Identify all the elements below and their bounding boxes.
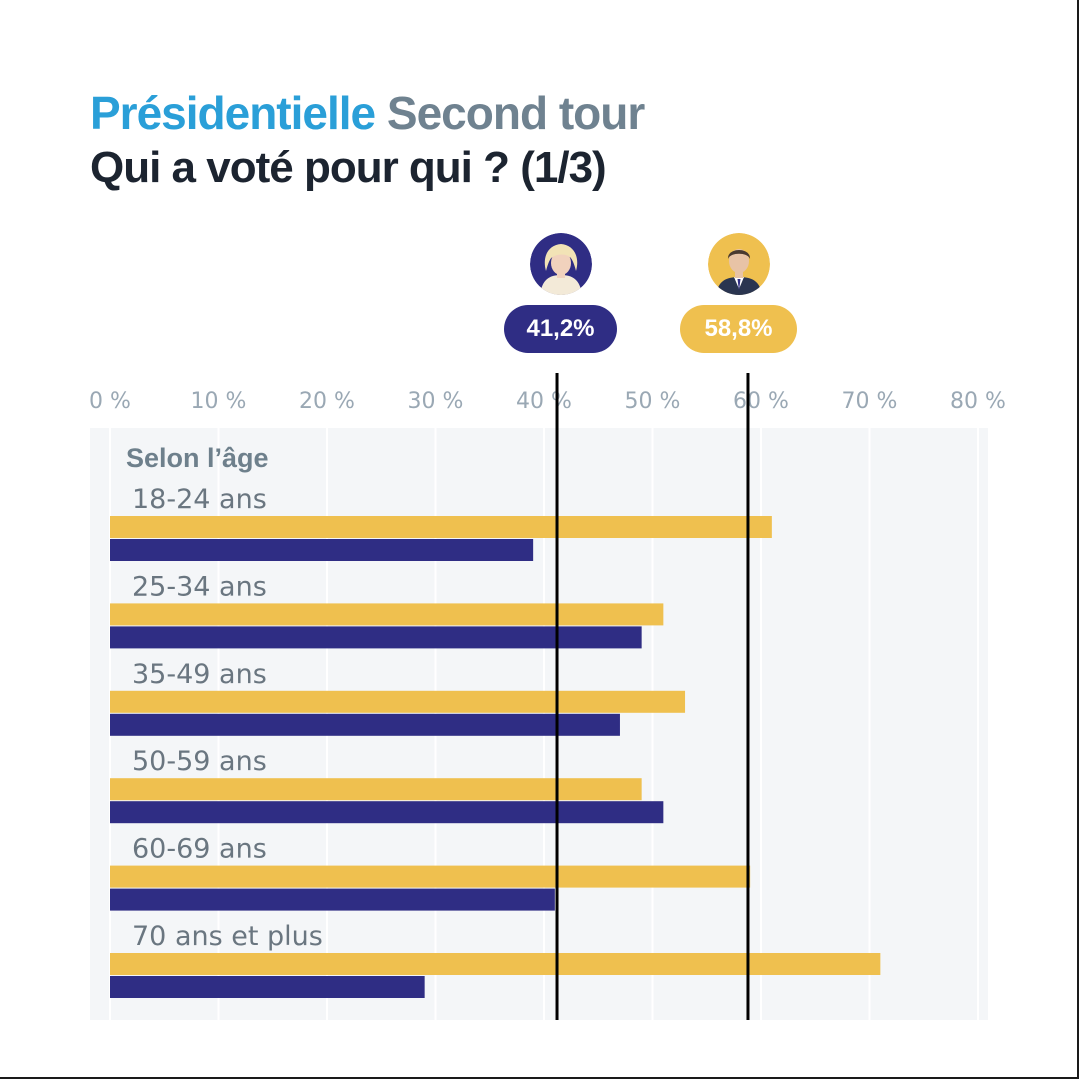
bar-lepen: [110, 626, 642, 649]
x-tick-label: 30 %: [408, 389, 464, 414]
category-label: 70 ans et plus: [132, 921, 323, 952]
x-tick-label: 40 %: [516, 389, 572, 414]
bar-lepen: [110, 801, 664, 824]
x-tick-label: 60 %: [733, 389, 789, 414]
le-pen-avatar-icon: [530, 233, 592, 295]
bar-lepen: [110, 539, 534, 561]
bar-macron: [110, 865, 751, 888]
le-pen-result-badge: 41,2%: [504, 305, 617, 353]
x-tick-label: 0 %: [89, 389, 131, 414]
bar-macron: [110, 690, 686, 713]
macron-avatar-icon: [708, 233, 770, 295]
x-tick-label: 80 %: [950, 389, 1006, 414]
bar-macron: [110, 603, 664, 626]
group-label: Selon l’âge: [126, 443, 269, 473]
bar-macron: [110, 516, 772, 538]
bar-lepen: [110, 713, 620, 736]
category-label: 60-69 ans: [132, 834, 267, 865]
bar-lepen: [110, 888, 555, 911]
bar-macron: [110, 778, 642, 801]
bar-macron: [110, 953, 881, 975]
chart-subtitle: Qui a voté pour qui ? (1/3): [90, 143, 607, 192]
category-label: 18-24 ans: [132, 484, 267, 515]
title-round: Second tour: [386, 87, 645, 139]
category-label: 50-59 ans: [132, 746, 267, 777]
x-tick-label: 50 %: [625, 389, 681, 414]
bar-lepen: [110, 976, 425, 998]
title-election: Présidentielle: [90, 87, 376, 139]
macron-result-badge: 58,8%: [680, 305, 797, 353]
chart-title: Présidentielle Second tour: [90, 87, 645, 139]
x-tick-label: 10 %: [191, 389, 247, 414]
category-label: 25-34 ans: [132, 571, 267, 602]
x-tick-label: 20 %: [299, 389, 355, 414]
x-tick-label: 70 %: [842, 389, 898, 414]
category-label: 35-49 ans: [132, 659, 267, 690]
